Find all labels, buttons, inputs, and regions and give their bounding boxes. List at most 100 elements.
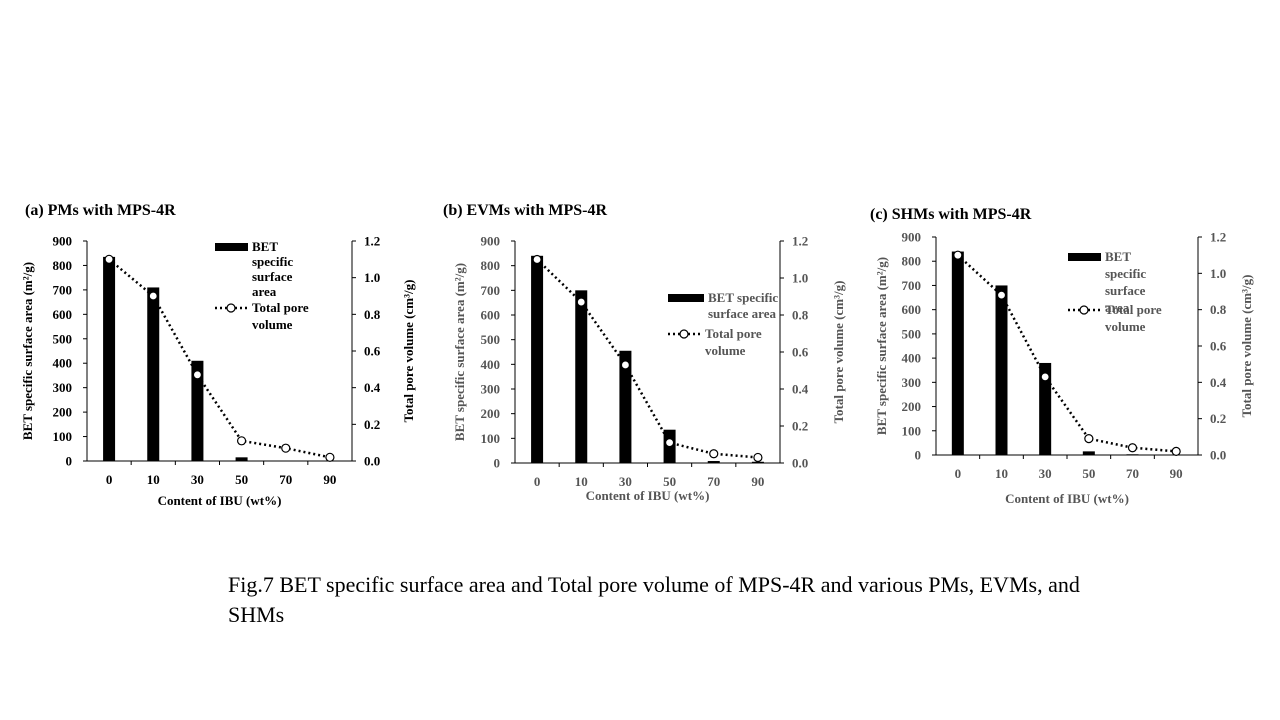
legend-bar-swatch <box>215 243 248 251</box>
right-tick-label: 0.6 <box>1210 339 1227 354</box>
right-tick-label: 1.2 <box>1210 230 1226 245</box>
left-tick-label: 200 <box>53 405 73 420</box>
right-tick-label: 1.0 <box>1210 266 1226 281</box>
right-tick-label: 0.2 <box>364 417 380 432</box>
pore-volume-line <box>108 258 331 459</box>
legend-bar-label: surface <box>1105 283 1146 298</box>
panel-title: (a) PMs with MPS-4R <box>25 202 176 219</box>
left-tick-label: 600 <box>902 302 922 317</box>
pore-volume-point <box>236 436 247 446</box>
bar <box>1082 451 1095 455</box>
left-tick-label: 300 <box>53 380 73 395</box>
left-tick-label: 300 <box>902 375 922 390</box>
x-tick-label: 0 <box>955 466 962 481</box>
x-tick-label: 90 <box>323 472 336 487</box>
left-tick-label: 700 <box>53 282 73 297</box>
bar <box>191 360 204 461</box>
left-axis-title: BET specific surface area (m²/g) <box>874 257 889 435</box>
left-tick-label: 500 <box>902 326 922 341</box>
right-tick-label: 1.2 <box>792 234 808 249</box>
legend-line-label: volume <box>705 343 746 358</box>
x-tick-label: 70 <box>707 474 720 489</box>
left-tick-label: 0 <box>915 448 922 463</box>
legend-bar-label: BET <box>252 239 278 254</box>
legend-bar-label: BET specific <box>708 290 778 305</box>
right-tick-label: 0.2 <box>792 419 808 434</box>
figure-charts: (a) PMs with MPS-4R010020030040050060070… <box>20 202 1254 508</box>
x-tick-label: 50 <box>1082 466 1095 481</box>
right-tick-label: 0.8 <box>1210 302 1227 317</box>
pore-volume-point <box>576 297 586 307</box>
x-tick-label: 70 <box>1126 466 1139 481</box>
bar <box>103 256 116 461</box>
legend-line-label: volume <box>252 317 293 332</box>
legend-line-label: Total pore <box>1105 302 1162 317</box>
pore-volume-point <box>664 438 675 448</box>
left-tick-label: 500 <box>481 332 501 347</box>
x-tick-label: 70 <box>279 472 292 487</box>
legend-bar-label: area <box>1105 300 1130 315</box>
right-axis-title: Total pore volume (cm³/g) <box>401 280 416 423</box>
legend-line-label: Total pore <box>705 326 762 341</box>
left-tick-label: 100 <box>481 431 501 446</box>
pore-volume-point <box>148 291 158 301</box>
panel-title: (b) EVMs with MPS-4R <box>443 202 607 219</box>
left-axis-title: BET specific surface area (m²/g) <box>20 262 35 440</box>
right-tick-label: 0.6 <box>792 345 809 360</box>
left-tick-label: 0 <box>66 454 73 469</box>
pore-volume-point <box>996 290 1007 300</box>
legend-line-label: volume <box>1105 319 1146 334</box>
bar <box>707 461 720 463</box>
left-tick-label: 100 <box>902 423 922 438</box>
left-tick-label: 700 <box>902 278 922 293</box>
right-axis-title: Total pore volume (cm³/g) <box>831 281 846 424</box>
pore-volume-line <box>536 258 759 459</box>
left-tick-label: 600 <box>53 307 73 322</box>
x-tick-label: 10 <box>147 472 160 487</box>
x-tick-label: 50 <box>663 474 676 489</box>
right-tick-label: 0.0 <box>364 454 380 469</box>
legend-bar-swatch <box>668 294 704 302</box>
x-tick-label: 30 <box>191 472 204 487</box>
x-tick-label: 90 <box>751 474 764 489</box>
pore-volume-point <box>1171 446 1181 456</box>
right-tick-label: 1.0 <box>792 271 808 286</box>
pore-volume-point <box>709 449 719 459</box>
bar <box>1039 362 1052 455</box>
left-tick-label: 800 <box>53 258 73 273</box>
left-tick-label: 900 <box>481 234 501 249</box>
left-tick-label: 900 <box>902 230 922 245</box>
left-tick-label: 900 <box>53 234 73 249</box>
legend-line-marker <box>679 329 689 339</box>
bar <box>531 255 544 463</box>
legend-line-label: Total pore <box>252 300 309 315</box>
left-tick-label: 700 <box>481 283 501 298</box>
right-axis-title: Total pore volume (cm³/g) <box>1239 275 1254 418</box>
left-tick-label: 0 <box>494 456 501 471</box>
x-tick-label: 0 <box>534 474 541 489</box>
pore-volume-point <box>753 452 763 463</box>
bar <box>235 457 248 461</box>
bar <box>751 461 764 463</box>
x-tick-label: 10 <box>995 466 1008 481</box>
pore-volume-point <box>1127 443 1138 453</box>
x-tick-label: 0 <box>106 472 113 487</box>
left-tick-label: 400 <box>902 351 922 366</box>
pore-volume-point <box>192 370 203 380</box>
legend-bar-label: BET <box>1105 249 1131 264</box>
right-tick-label: 0.2 <box>1210 411 1226 426</box>
left-tick-label: 200 <box>481 406 501 421</box>
right-tick-label: 0.0 <box>1210 448 1226 463</box>
x-tick-label: 30 <box>1039 466 1052 481</box>
left-tick-label: 100 <box>53 429 73 444</box>
x-axis-title: Content of IBU (wt%) <box>158 493 282 508</box>
left-axis-title: BET specific surface area (m²/g) <box>452 263 467 441</box>
x-tick-label: 30 <box>619 474 632 489</box>
bar <box>951 251 964 455</box>
x-axis-title: Content of IBU (wt%) <box>586 488 710 503</box>
bar <box>575 290 588 463</box>
bar <box>995 285 1008 455</box>
left-tick-label: 400 <box>481 357 501 372</box>
left-tick-label: 400 <box>53 356 73 371</box>
right-tick-label: 0.0 <box>792 456 808 471</box>
